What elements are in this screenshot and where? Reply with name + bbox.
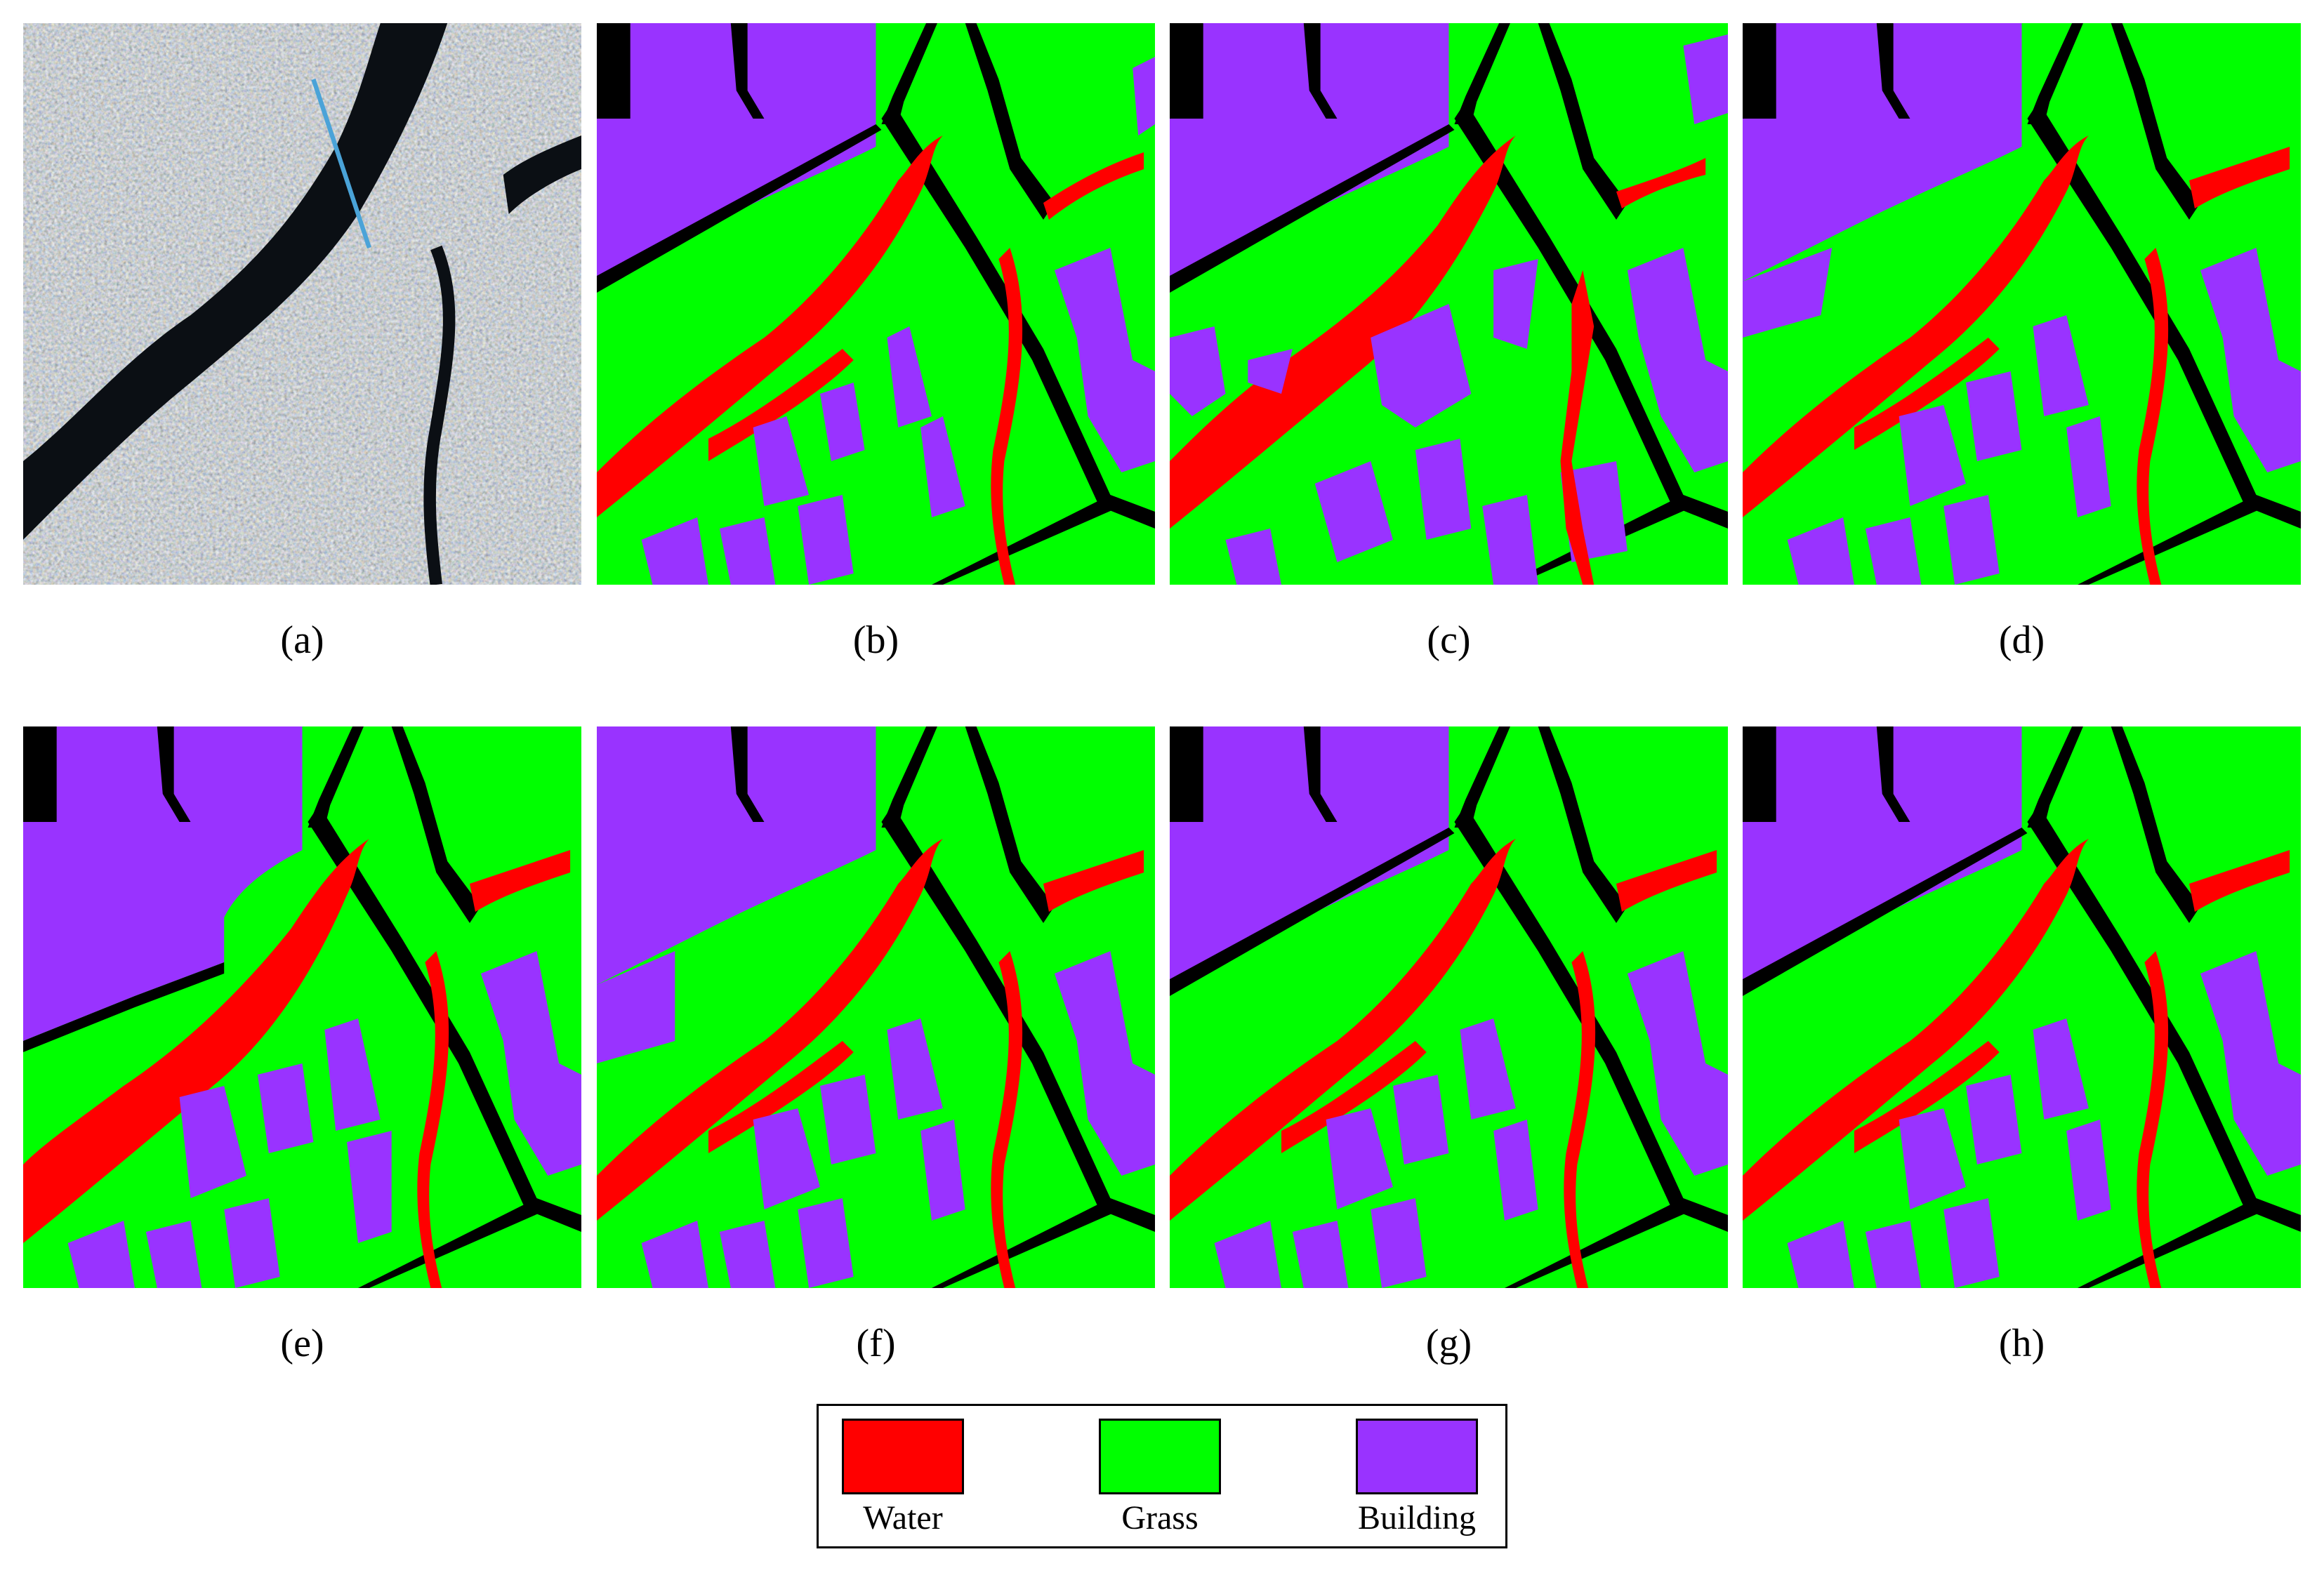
legend-label-building: Building (1357, 1499, 1477, 1537)
legend-item-building: Building (1354, 1419, 1480, 1545)
legend-swatch-building (1356, 1419, 1478, 1494)
caption-c: (c) (1427, 618, 1471, 662)
legend-label-grass: Grass (1121, 1499, 1199, 1537)
panel-b-ground-truth (597, 23, 1155, 585)
ground-truth-map (597, 23, 1155, 585)
legend: Water Grass Building (817, 1404, 1507, 1548)
panel-e-classification (23, 726, 581, 1288)
sar-image (23, 23, 581, 585)
legend-item-grass: Grass (1097, 1419, 1223, 1545)
caption-e: (e) (280, 1322, 324, 1365)
classification-map-e (23, 726, 581, 1288)
panel-d-classification (1743, 23, 2301, 585)
panel-h-classification (1743, 726, 2301, 1288)
legend-label-water: Water (863, 1499, 943, 1537)
panel-f-classification (597, 726, 1155, 1288)
classification-map-f (597, 726, 1155, 1288)
classification-map-d (1743, 23, 2301, 585)
caption-b: (b) (852, 618, 899, 662)
classification-map-g (1170, 726, 1728, 1288)
caption-a: (a) (280, 618, 324, 662)
panel-c-classification (1170, 23, 1728, 585)
caption-g: (g) (1425, 1322, 1472, 1365)
panel-a-sar-image (23, 23, 581, 585)
legend-swatch-grass (1099, 1419, 1221, 1494)
legend-swatch-water (842, 1419, 964, 1494)
caption-f: (f) (856, 1322, 896, 1365)
legend-item-water: Water (840, 1419, 966, 1545)
panel-g-classification (1170, 726, 1728, 1288)
classification-map-c (1170, 23, 1728, 585)
classification-map-h (1743, 726, 2301, 1288)
caption-h: (h) (1998, 1322, 2045, 1365)
caption-d: (d) (1998, 618, 2045, 662)
